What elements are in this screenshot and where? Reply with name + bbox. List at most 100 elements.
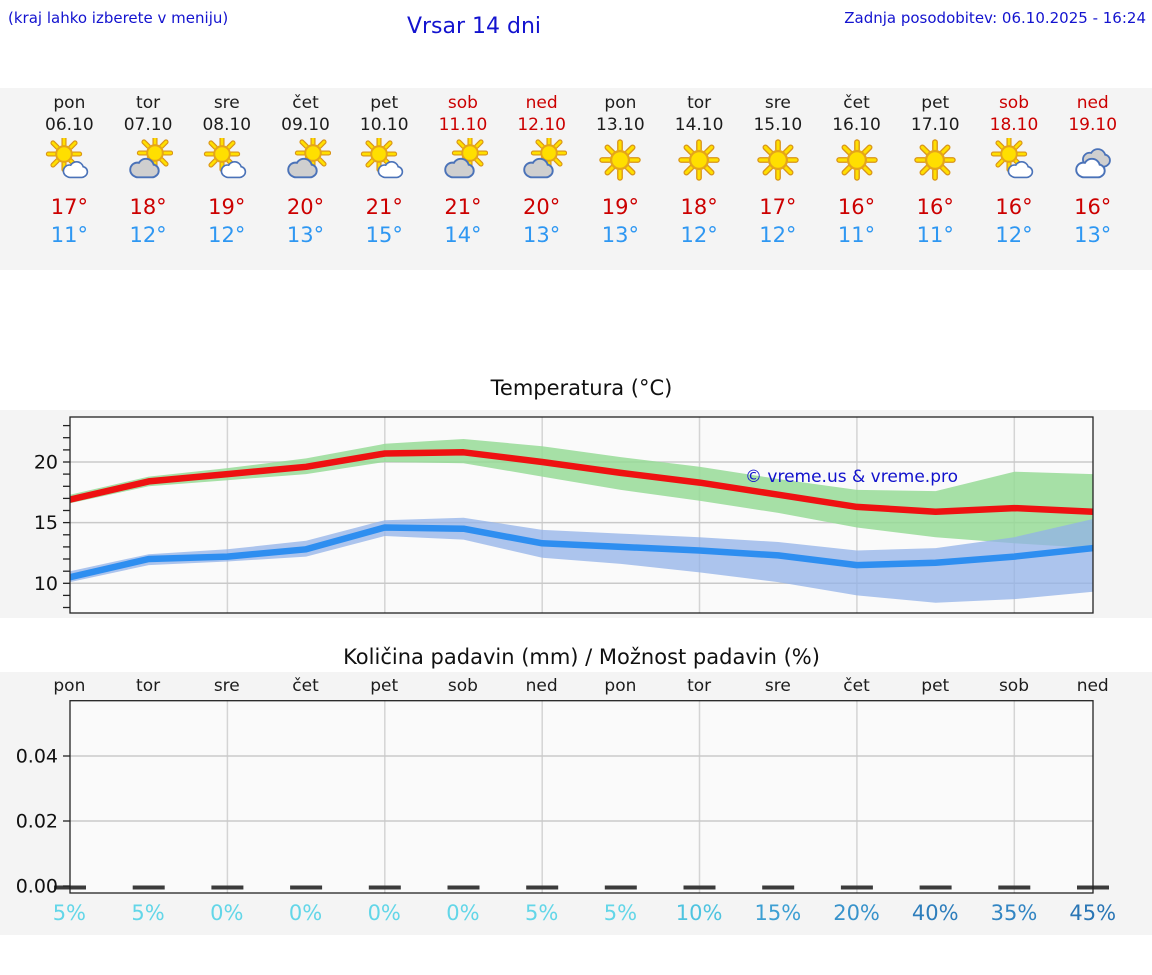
sun-small-cloud-icon bbox=[30, 135, 109, 188]
precip-bar bbox=[368, 885, 401, 890]
forecast-day: tor 14.10 18° 12° bbox=[660, 88, 739, 270]
day-date: 07.10 bbox=[123, 115, 173, 135]
precip-day-label: pon bbox=[604, 676, 637, 696]
forecast-day: sre 08.10 19° 12° bbox=[187, 88, 266, 270]
day-date: 09.10 bbox=[281, 115, 330, 135]
clouds-icon bbox=[1053, 138, 1132, 188]
precip-bar bbox=[604, 885, 637, 890]
high-temp: 18° bbox=[680, 195, 718, 219]
precip-bar bbox=[762, 885, 795, 890]
day-date: 17.10 bbox=[910, 115, 960, 135]
day-date: 14.10 bbox=[674, 115, 724, 135]
precip-ytick-label: 0.04 bbox=[16, 746, 58, 768]
precip-bar bbox=[526, 885, 559, 890]
forecast-day: čet 09.10 20° 13° bbox=[266, 88, 345, 270]
forecast-day: sob 18.10 16° 12° bbox=[975, 88, 1054, 270]
precip-ytick-label: 0.00 bbox=[16, 876, 58, 898]
day-name: čet bbox=[843, 93, 870, 113]
high-temp: 17° bbox=[759, 195, 797, 219]
precip-probability-label: 5% bbox=[131, 901, 165, 925]
high-temp: 16° bbox=[916, 195, 954, 219]
temp-ytick-label: 10 bbox=[34, 573, 58, 595]
day-name: pet bbox=[921, 93, 950, 113]
precip-bar bbox=[840, 885, 873, 890]
temp-max-line bbox=[70, 449, 1093, 515]
precip-day-label: ned bbox=[1076, 676, 1109, 696]
location-menu-hint: (kraj lahko izberete v meniju) bbox=[8, 9, 229, 27]
sun-icon bbox=[817, 138, 896, 188]
precip-day-label: sob bbox=[447, 676, 478, 696]
precip-probability-label: 10% bbox=[675, 901, 723, 925]
precip-probability-label: 0% bbox=[288, 901, 323, 925]
forecast-day: ned 12.10 20° 13° bbox=[502, 88, 581, 270]
sun-icon bbox=[896, 138, 975, 188]
low-temp: 13° bbox=[286, 223, 325, 247]
precip-probability-label: 40% bbox=[911, 901, 959, 925]
forecast-day: čet 16.10 16° 11° bbox=[817, 88, 896, 270]
low-temp: 15° bbox=[365, 223, 403, 247]
day-name: ned bbox=[525, 93, 558, 113]
precip-probability-label: 20% bbox=[833, 901, 880, 925]
forecast-day: pet 10.10 21° 15° bbox=[345, 88, 424, 270]
precip-probability-label: 5% bbox=[603, 901, 638, 925]
low-temp: 13° bbox=[1074, 223, 1112, 247]
low-temp: 12° bbox=[759, 223, 797, 247]
precip-day-label: pet bbox=[370, 676, 399, 696]
precip-day-label: sre bbox=[764, 676, 791, 696]
precip-bar bbox=[290, 885, 323, 890]
precip-probability-row: 5% 5% 0% 0% 0% 0% 5% 5% 10% 15% 20% 40% 35% 45% bbox=[0, 901, 1152, 925]
forecast-day: tor 07.10 18° 12° bbox=[109, 88, 188, 270]
precip-day-label: sob bbox=[998, 676, 1030, 696]
low-temp: 12° bbox=[680, 223, 718, 247]
precipitation-chart: 0.00 0.02 0.04 bbox=[16, 700, 1109, 898]
precip-bar bbox=[998, 885, 1031, 890]
temperature-chart: 10 15 20 bbox=[34, 416, 1094, 614]
temp-ytick-label: 20 bbox=[34, 452, 58, 474]
page-title: Vrsar 14 dni bbox=[406, 14, 542, 39]
day-date: 15.10 bbox=[753, 115, 803, 135]
precip-probability-label: 5% bbox=[52, 901, 87, 925]
day-date: 08.10 bbox=[202, 115, 252, 135]
low-temp: 11° bbox=[50, 223, 88, 247]
precipitation-chart-title: Količina padavin (mm) / Možnost padavin … bbox=[343, 645, 820, 669]
forecast-day: pon 13.10 19° 13° bbox=[581, 88, 660, 270]
precip-day-label: čet bbox=[843, 676, 870, 696]
last-update-label: Zadnja posodobitev: 06.10.2025 - 16:24 bbox=[844, 9, 1146, 27]
sun-gray-cloud-icon bbox=[266, 134, 345, 188]
low-temp: 14° bbox=[444, 223, 482, 247]
day-name: tor bbox=[136, 93, 161, 113]
high-temp: 21° bbox=[365, 195, 403, 219]
watermark: © vreme.us & vreme.pro bbox=[745, 467, 959, 487]
day-date: 13.10 bbox=[596, 115, 645, 135]
high-temp: 19° bbox=[208, 195, 246, 219]
day-date: 12.10 bbox=[517, 115, 566, 135]
sun-small-cloud-icon bbox=[187, 135, 266, 188]
precip-probability-label: 0% bbox=[210, 901, 244, 925]
precip-bar bbox=[132, 885, 165, 890]
high-temp: 17° bbox=[50, 195, 88, 219]
temp-ytick-label: 15 bbox=[34, 512, 58, 534]
day-name: sre bbox=[764, 93, 791, 113]
day-name: tor bbox=[687, 93, 712, 113]
day-name: sob bbox=[447, 93, 478, 113]
high-temp: 20° bbox=[523, 195, 561, 219]
forecast-day: pet 17.10 16° 11° bbox=[896, 88, 975, 270]
forecast-strip: pon 06.10 17° 11° tor 07.10 18° 12° sre 08.10 19° 1… bbox=[0, 88, 1152, 270]
low-temp: 12° bbox=[208, 223, 246, 247]
low-temp: 13° bbox=[601, 223, 639, 247]
low-temp: 11° bbox=[916, 223, 954, 247]
forecast-day: ned 19.10 16° 13° bbox=[1053, 88, 1132, 270]
precip-day-label: tor bbox=[136, 676, 161, 696]
precip-probability-label: 15% bbox=[754, 901, 802, 925]
precip-probability-label: 45% bbox=[1069, 901, 1117, 925]
day-name: čet bbox=[292, 93, 319, 113]
high-temp: 16° bbox=[995, 195, 1033, 219]
sun-gray-cloud-icon bbox=[424, 134, 503, 188]
day-date: 18.10 bbox=[989, 115, 1039, 135]
low-temp: 11° bbox=[837, 223, 876, 247]
precip-probability-label: 0% bbox=[446, 901, 480, 925]
precip-probability-label: 35% bbox=[990, 901, 1038, 925]
precip-bar bbox=[919, 885, 952, 890]
day-name: pet bbox=[370, 93, 399, 113]
